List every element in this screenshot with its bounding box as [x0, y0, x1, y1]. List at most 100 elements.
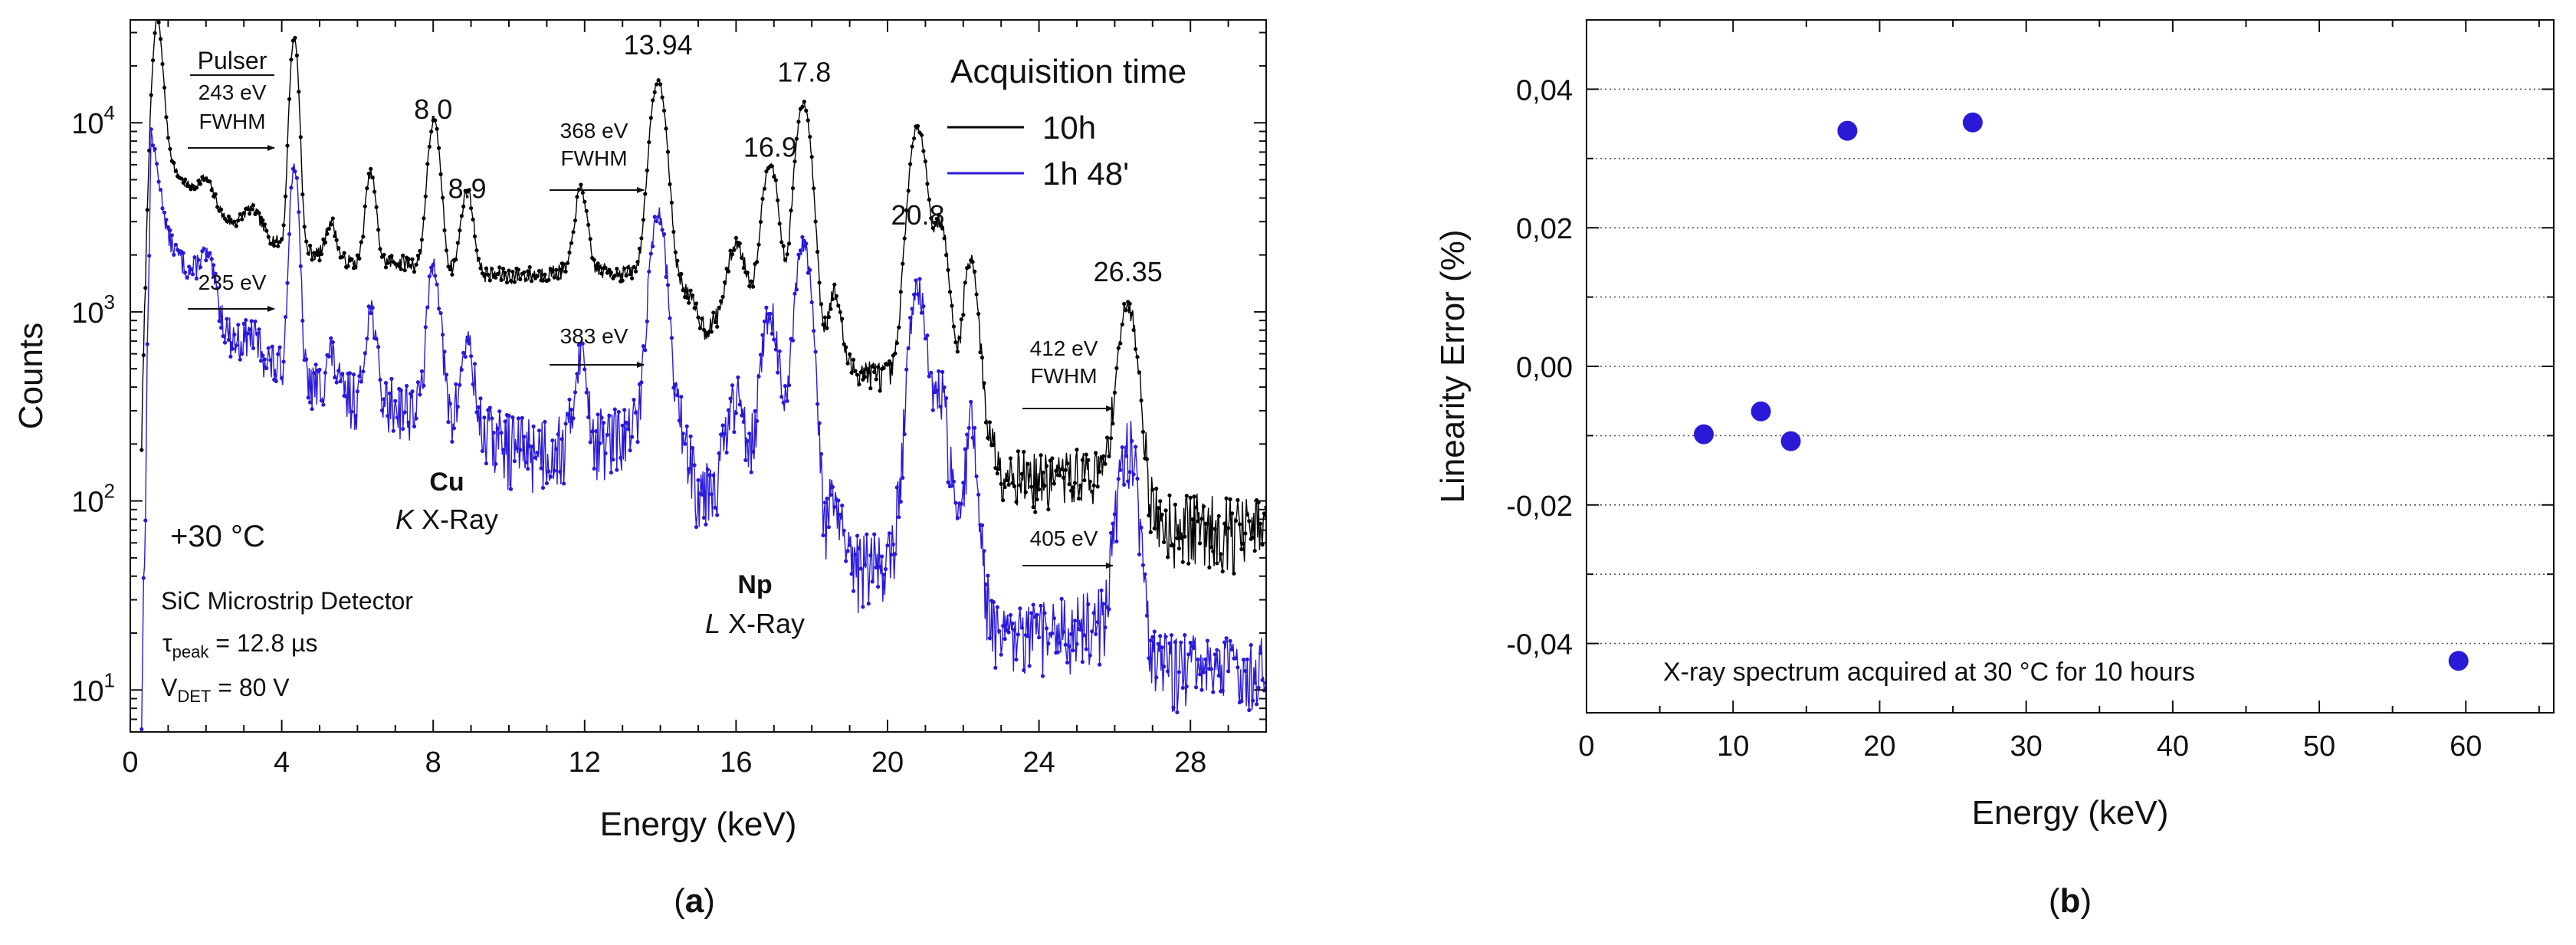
series-10h-point — [1144, 457, 1149, 461]
series-1h48-point — [270, 344, 274, 349]
series-1h48-point — [431, 262, 435, 267]
series-10h-point — [1010, 481, 1015, 485]
series-10h-point — [482, 272, 487, 277]
series-1h48-point — [412, 424, 417, 429]
panel-a-annotations: Cu K X-Ray Np L X-Ray +30 °C SiC Microstrip D… — [161, 468, 805, 706]
series-10h-point — [1014, 500, 1019, 504]
series-10h-point — [276, 244, 281, 248]
series-10h-point — [158, 37, 163, 41]
series-1h48-point — [641, 344, 646, 349]
series-10h-point — [294, 53, 299, 57]
series-1h48-point — [970, 435, 975, 440]
series-10h-point — [510, 269, 515, 274]
series-1h48-point — [222, 340, 228, 345]
series-1h48-point — [1180, 685, 1185, 691]
series-1h48-point — [991, 599, 996, 605]
series-1h48-point — [1197, 672, 1203, 677]
series-10h-point — [974, 292, 979, 297]
series-1h48-point — [723, 431, 727, 436]
series-1h48-point — [914, 278, 918, 283]
series-10h-point — [1082, 478, 1087, 483]
series-1h48-point — [308, 400, 313, 405]
series-10h-point — [575, 195, 579, 199]
series-10h-point — [923, 159, 927, 164]
series-10h-point — [228, 217, 233, 221]
series-10h-point — [1220, 569, 1225, 574]
series-10h-point — [717, 305, 721, 310]
series-10h-point — [319, 251, 324, 257]
series-10h-point — [378, 247, 382, 251]
series-10h-point — [633, 269, 638, 274]
series-1h48-point — [1201, 670, 1206, 674]
series-10h-point — [794, 136, 799, 141]
series-10h-point — [796, 120, 801, 124]
series-10h-point — [209, 188, 214, 192]
series-10h-point — [709, 330, 714, 334]
series-10h-point — [334, 238, 339, 242]
legend-title: Acquisition time — [950, 53, 1186, 90]
series-1h48-point — [463, 354, 468, 359]
series-10h-point — [921, 149, 926, 153]
series-10h-point — [733, 235, 739, 240]
series-1h48-point — [1256, 685, 1261, 690]
series-1h48-point — [925, 333, 930, 338]
series-1h48-point — [1088, 653, 1092, 658]
series-1h48-point — [359, 379, 363, 384]
series-10h-point — [773, 178, 778, 182]
series-10h-point — [1122, 301, 1127, 307]
series-1h48-point — [865, 532, 869, 536]
series-1h48-point — [893, 552, 897, 556]
series-1h48-point — [1166, 669, 1170, 674]
series-10h-point — [183, 177, 188, 182]
series-1h48-point — [1235, 665, 1240, 670]
series-10h-point — [715, 324, 720, 329]
series-1h48-point — [1258, 651, 1263, 655]
series-10h-point — [910, 144, 914, 149]
series-1h48-point — [681, 431, 685, 436]
series-10h-point — [1233, 518, 1239, 523]
series-1h48-point — [552, 468, 556, 473]
series-1h48-point — [632, 398, 636, 402]
np-line: L X-Ray — [705, 608, 805, 639]
series-1h48-point — [1122, 482, 1127, 487]
series-1h48-point — [333, 375, 337, 380]
series-10h-point — [592, 258, 596, 262]
series-10h-point — [535, 274, 540, 278]
series-10h-point — [855, 372, 860, 377]
k26-fwhm-black: 412 eV — [1030, 336, 1098, 360]
series-10h-point — [630, 276, 635, 281]
series-1h48-point — [1018, 606, 1022, 611]
series-10h-point — [1001, 498, 1006, 503]
series-10h-point — [1044, 464, 1049, 468]
series-10h-point — [418, 248, 422, 253]
series-1h48-point — [441, 333, 445, 337]
series-1h48-point — [522, 435, 527, 439]
series-1h48-point — [363, 351, 367, 356]
series-10h-point — [626, 265, 631, 270]
series-10h-point — [1067, 482, 1071, 487]
series-10h-point — [215, 205, 220, 209]
series-1h48-point — [1124, 454, 1128, 458]
series-1h48-point — [387, 391, 392, 395]
series-1h48-point — [897, 515, 901, 520]
series-1h48-point — [366, 304, 371, 309]
series-1h48-point — [550, 438, 555, 443]
series-10h-point — [908, 162, 913, 166]
series-1h48-point — [937, 369, 941, 373]
series-10h-point — [930, 226, 935, 231]
series-1h48-point — [202, 247, 206, 251]
np-element: Np — [737, 570, 772, 599]
series-10h-point — [372, 189, 377, 194]
series-10h-point — [208, 179, 212, 184]
series-1h48-point — [1137, 552, 1142, 557]
series-10h-point — [1019, 471, 1024, 476]
series-10h-point — [414, 262, 418, 267]
series-10h-point — [1171, 543, 1176, 547]
series-10h-point — [1162, 540, 1167, 545]
series-10h-point — [490, 267, 494, 271]
series-1h48-point — [1126, 479, 1130, 484]
series-1h48-point — [520, 415, 524, 420]
series-10h-point — [495, 271, 500, 277]
series-10h-point — [664, 126, 668, 131]
data-point — [1962, 112, 1983, 133]
